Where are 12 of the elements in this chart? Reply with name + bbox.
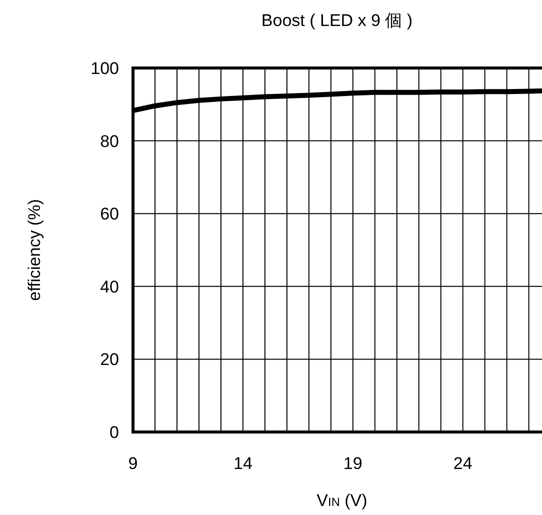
y-tick-label: 20 <box>100 350 119 370</box>
x-tick-label: 24 <box>453 454 472 473</box>
x-tick-label: 19 <box>343 454 362 473</box>
x-tick-label: 14 <box>233 454 252 473</box>
x-tick-label: 9 <box>128 454 138 473</box>
y-tick-label: 60 <box>100 204 119 224</box>
chart-title: Boost ( LED x 9 個 ) <box>261 11 413 30</box>
y-axis-title: efficiency (%) <box>25 199 44 301</box>
y-tick-label: 40 <box>100 277 119 296</box>
y-tick-label: 80 <box>100 132 119 151</box>
y-tick-label: 100 <box>90 59 119 78</box>
y-tick-label: 0 <box>110 423 119 442</box>
